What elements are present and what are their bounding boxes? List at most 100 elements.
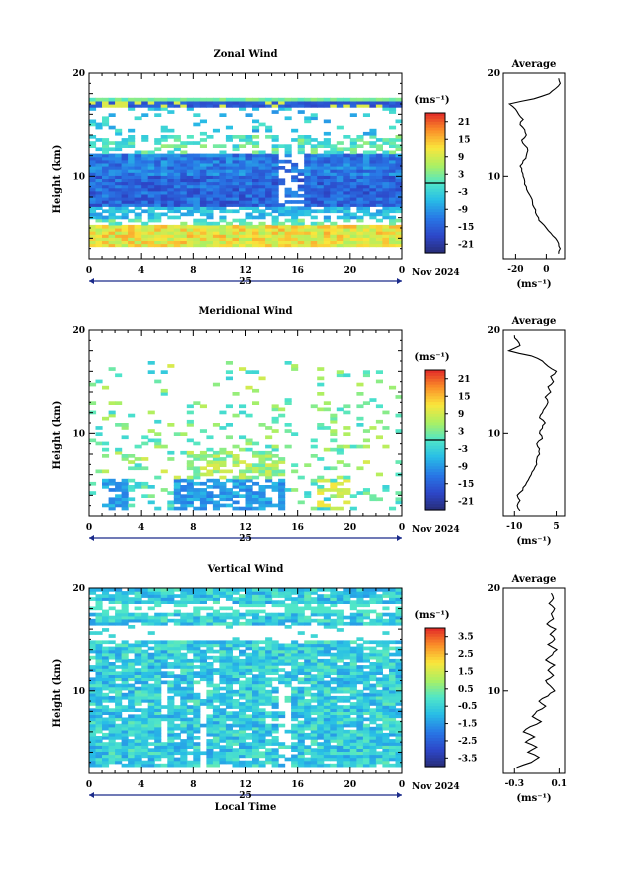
heatmap-cell xyxy=(89,680,97,685)
heatmap-cell xyxy=(121,674,129,678)
heatmap-cell xyxy=(167,683,175,688)
heatmap-cell xyxy=(271,714,279,719)
colorbar-swatch xyxy=(425,220,445,225)
heatmap-cell xyxy=(199,100,207,105)
heatmap-cell xyxy=(343,662,351,666)
heatmap-cell xyxy=(219,748,227,752)
heatmap-cell xyxy=(173,612,181,617)
heatmap-cell xyxy=(297,200,305,204)
y-tick-label: 20 xyxy=(72,326,85,336)
heatmap-cell xyxy=(173,475,181,480)
heatmap-cell xyxy=(134,231,142,235)
heatmap-cell xyxy=(141,224,149,229)
heatmap-cell xyxy=(141,234,149,238)
heatmap-cell xyxy=(193,658,201,663)
heatmap-cell xyxy=(375,757,383,762)
heatmap-cell xyxy=(180,665,188,669)
heatmap-cell xyxy=(265,658,273,663)
heatmap-cell xyxy=(317,600,325,604)
heatmap-cell xyxy=(173,203,181,207)
heatmap-cell xyxy=(102,181,110,186)
heatmap-cell xyxy=(239,612,247,617)
heatmap-cell xyxy=(95,153,103,158)
heatmap-cell xyxy=(291,754,299,759)
heatmap-cell xyxy=(154,212,162,217)
heatmap-cell xyxy=(252,197,260,201)
heatmap-cell xyxy=(186,732,194,737)
colorbar-swatch xyxy=(425,648,445,652)
heatmap-cell xyxy=(180,708,188,712)
heatmap-cell xyxy=(173,609,181,614)
heatmap-cell xyxy=(232,200,240,204)
heatmap-cell xyxy=(343,491,351,495)
heatmap-cell xyxy=(141,739,149,743)
heatmap-cell xyxy=(115,131,123,136)
heatmap-cell xyxy=(115,615,123,620)
heatmap-cell xyxy=(323,215,331,220)
heatmap-cell xyxy=(167,588,175,592)
heatmap-cell xyxy=(206,640,214,645)
heatmap-cell xyxy=(389,671,397,675)
heatmap-cell xyxy=(343,426,351,430)
heatmap-cell xyxy=(199,228,207,232)
profile-y-tick-label: 20 xyxy=(487,584,500,594)
heatmap-cell xyxy=(310,162,318,167)
heatmap-cell xyxy=(258,228,266,232)
heatmap-cell xyxy=(167,144,175,148)
heatmap-cell xyxy=(239,665,247,669)
heatmap-cell xyxy=(160,178,168,183)
heatmap-cell xyxy=(102,674,110,678)
heatmap-cell xyxy=(95,714,103,719)
profile-line xyxy=(507,78,562,254)
heatmap-cell xyxy=(336,494,344,498)
heatmap-cell xyxy=(382,203,390,207)
heatmap-cell xyxy=(134,97,142,102)
heatmap-cell xyxy=(193,594,201,598)
heatmap-cell xyxy=(349,729,357,734)
heatmap-cell xyxy=(115,193,123,198)
heatmap-cell xyxy=(108,754,116,759)
heatmap-cell xyxy=(115,686,123,691)
heatmap-cell xyxy=(147,370,155,374)
heatmap-cell xyxy=(206,240,214,245)
heatmap-cell xyxy=(180,658,188,663)
heatmap-cell xyxy=(356,729,364,734)
heatmap-cell xyxy=(382,150,390,155)
heatmap-cell xyxy=(291,603,299,608)
heatmap-cell xyxy=(141,594,149,598)
heatmap-cell xyxy=(89,591,97,595)
heatmap-cell xyxy=(271,757,279,762)
heatmap-cell xyxy=(317,621,325,626)
heatmap-cell xyxy=(128,649,136,654)
heatmap-cell xyxy=(154,597,162,601)
heatmap-cell xyxy=(349,646,357,651)
heatmap-cell xyxy=(121,748,129,752)
heatmap-cell xyxy=(252,388,260,393)
heatmap-cell xyxy=(310,705,318,709)
heatmap-cell xyxy=(89,100,97,105)
heatmap-cell xyxy=(252,135,260,139)
heatmap-cell xyxy=(239,435,247,440)
heatmap-cell xyxy=(193,457,201,461)
heatmap-cell xyxy=(167,104,175,108)
heatmap-cell xyxy=(297,680,305,685)
heatmap-cell xyxy=(310,481,318,486)
heatmap-cell xyxy=(297,745,305,749)
heatmap-cell xyxy=(186,200,194,204)
heatmap-cell xyxy=(232,175,240,179)
heatmap-cell xyxy=(245,686,253,691)
heatmap-cell xyxy=(304,689,312,694)
heatmap-cell xyxy=(89,643,97,648)
date-arrow-right xyxy=(397,792,402,798)
heatmap-cell xyxy=(193,714,201,719)
colorbar-swatch xyxy=(425,372,445,377)
heatmap-cell xyxy=(330,658,338,663)
colorbar-swatch xyxy=(425,466,445,470)
heatmap-cell xyxy=(330,720,338,725)
heatmap-cell xyxy=(245,478,253,483)
heatmap-cell xyxy=(102,723,110,728)
heatmap-cell xyxy=(336,97,344,102)
heatmap-cell xyxy=(297,206,305,210)
heatmap-cell xyxy=(336,169,344,173)
